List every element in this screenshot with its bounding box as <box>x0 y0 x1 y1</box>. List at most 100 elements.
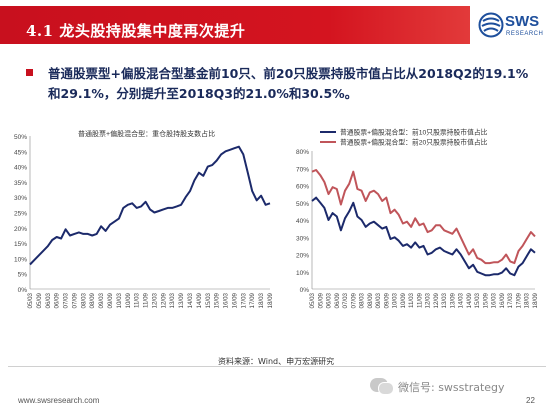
x-tick-label: 11/03 <box>134 292 141 308</box>
x-tick-label: 18/03 <box>258 292 265 308</box>
header: 4.1 龙头股持股集中度再次提升 SWS RESEARCH <box>0 0 550 48</box>
page-number: 22 <box>526 396 535 405</box>
y-tick-label: 0% <box>300 287 310 294</box>
globe-icon <box>478 12 504 38</box>
legend-label: 普通股票+偏股混合型：前10只股票持股市值占比 <box>340 128 488 137</box>
sws-logo: SWS RESEARCH <box>478 10 548 44</box>
y-tick-label: 40% <box>296 218 309 225</box>
series-line-1 <box>29 145 271 266</box>
x-tick-label: 14/03 <box>458 292 465 308</box>
x-tick-label: 10/03 <box>116 292 123 308</box>
x-tick-label: 07/03 <box>63 292 70 308</box>
footer-url: www.swsresearch.com <box>18 396 100 405</box>
x-tick-label: 09/09 <box>107 292 114 308</box>
x-tick-label: 15/03 <box>474 292 481 308</box>
logo-text: SWS <box>505 13 540 30</box>
x-tick-label: 12/09 <box>433 292 440 308</box>
y-tick-label: 20% <box>14 226 27 233</box>
x-tick-label: 05/03 <box>309 292 316 308</box>
x-tick-label: 13/03 <box>441 292 448 308</box>
x-tick-label: 07/03 <box>342 292 349 308</box>
x-tick-label: 16/03 <box>223 292 230 308</box>
x-tick-label: 10/09 <box>125 292 132 308</box>
y-tick-label: 5% <box>18 272 28 279</box>
x-tick-label: 15/09 <box>214 292 221 308</box>
x-tick-label: 05/09 <box>317 292 324 308</box>
x-tick-label: 16/03 <box>491 292 498 308</box>
x-tick-label: 15/03 <box>205 292 212 308</box>
x-tick-label: 05/03 <box>27 292 34 308</box>
x-tick-label: 13/09 <box>178 292 185 308</box>
y-tick-label: 20% <box>296 253 309 260</box>
x-tick-label: 16/09 <box>231 292 238 308</box>
y-tick-label: 10% <box>14 256 27 263</box>
x-tick-label: 10/09 <box>400 292 407 308</box>
x-tick-label: 05/09 <box>36 292 43 308</box>
x-tick-label: 11/09 <box>143 292 150 308</box>
x-tick-label: 16/09 <box>499 292 506 308</box>
wechat-id: 微信号: swsstrategy <box>398 381 505 394</box>
x-tick-label: 06/03 <box>45 292 52 308</box>
x-tick-label: 07/09 <box>71 292 78 308</box>
series-line-2 <box>311 169 536 265</box>
legend-label: 普通股票+偏股混合型：前20只股票持股市值占比 <box>340 138 488 147</box>
x-tick-label: 18/09 <box>532 292 539 308</box>
y-tick-label: 10% <box>296 270 309 277</box>
x-tick-label: 14/03 <box>187 292 194 308</box>
x-tick-label: 13/09 <box>449 292 456 308</box>
data-source-note: 资料来源：Wind、申万宏源研究 <box>218 357 335 366</box>
x-tick-label: 08/03 <box>80 292 87 308</box>
y-tick-label: 40% <box>14 165 27 172</box>
x-tick-label: 06/09 <box>334 292 341 308</box>
x-tick-label: 14/09 <box>196 292 203 308</box>
x-tick-label: 17/03 <box>240 292 247 308</box>
y-tick-label: 50% <box>14 134 27 141</box>
x-tick-label: 17/09 <box>249 292 256 308</box>
series-line-1 <box>311 196 536 277</box>
chart-title: 普通股票+偏股混合型：重仓股持股支数占比 <box>78 129 215 138</box>
x-tick-label: 06/09 <box>54 292 61 308</box>
x-tick-label: 10/03 <box>392 292 399 308</box>
x-tick-label: 09/03 <box>375 292 382 308</box>
y-tick-label: 0% <box>18 287 28 294</box>
x-tick-label: 12/03 <box>151 292 158 308</box>
x-tick-label: 15/09 <box>482 292 489 308</box>
y-tick-label: 35% <box>14 180 27 187</box>
y-tick-label: 30% <box>14 195 27 202</box>
wechat-watermark: 微信号: swsstrategy <box>370 376 540 396</box>
bullet-square-icon <box>26 69 33 76</box>
x-tick-label: 11/09 <box>416 292 423 308</box>
x-tick-label: 17/09 <box>515 292 522 308</box>
x-tick-label: 14/09 <box>466 292 473 308</box>
x-tick-label: 09/09 <box>383 292 390 308</box>
summary-text: 普通股票型+偏股混合型基金前10只、前20只股票持股市值占比从2018Q2的19… <box>48 66 529 101</box>
x-tick-label: 07/09 <box>350 292 357 308</box>
page-title: 4.1 龙头股持股集中度再次提升 <box>26 22 246 40</box>
y-tick-label: 80% <box>296 149 309 156</box>
x-tick-label: 08/03 <box>359 292 366 308</box>
x-tick-label: 17/03 <box>507 292 514 308</box>
x-tick-label: 11/03 <box>408 292 415 308</box>
y-tick-label: 45% <box>14 149 27 156</box>
x-tick-label: 08/09 <box>89 292 96 308</box>
title-banner: 4.1 龙头股持股集中度再次提升 <box>0 6 470 44</box>
left-line-chart: 0% 5% 10% 15% 20% 25% 30% 35% 40% 45% 50% 05/03 05/0… <box>14 129 274 308</box>
x-tick-label: 09/03 <box>98 292 105 308</box>
wechat-icon-secondary <box>378 382 394 395</box>
x-tick-label: 08/09 <box>367 292 374 308</box>
y-tick-label: 50% <box>296 201 309 208</box>
logo-subtext: RESEARCH <box>506 31 544 37</box>
x-tick-label: 18/09 <box>267 292 274 308</box>
x-tick-label: 13/03 <box>169 292 176 308</box>
y-tick-label: 30% <box>296 235 309 242</box>
x-tick-label: 18/03 <box>524 292 531 308</box>
y-tick-label: 25% <box>14 211 27 218</box>
y-tick-label: 70% <box>296 166 309 173</box>
x-tick-label: 06/03 <box>326 292 333 308</box>
y-tick-label: 15% <box>14 241 27 248</box>
footer-divider <box>8 366 546 367</box>
right-line-chart: 0%10%20%30%40%50%60%70%80%05/03 05/09 06/0… <box>296 128 539 309</box>
x-tick-label: 12/03 <box>425 292 432 308</box>
y-tick-label: 60% <box>296 184 309 191</box>
x-tick-label: 12/09 <box>160 292 167 308</box>
